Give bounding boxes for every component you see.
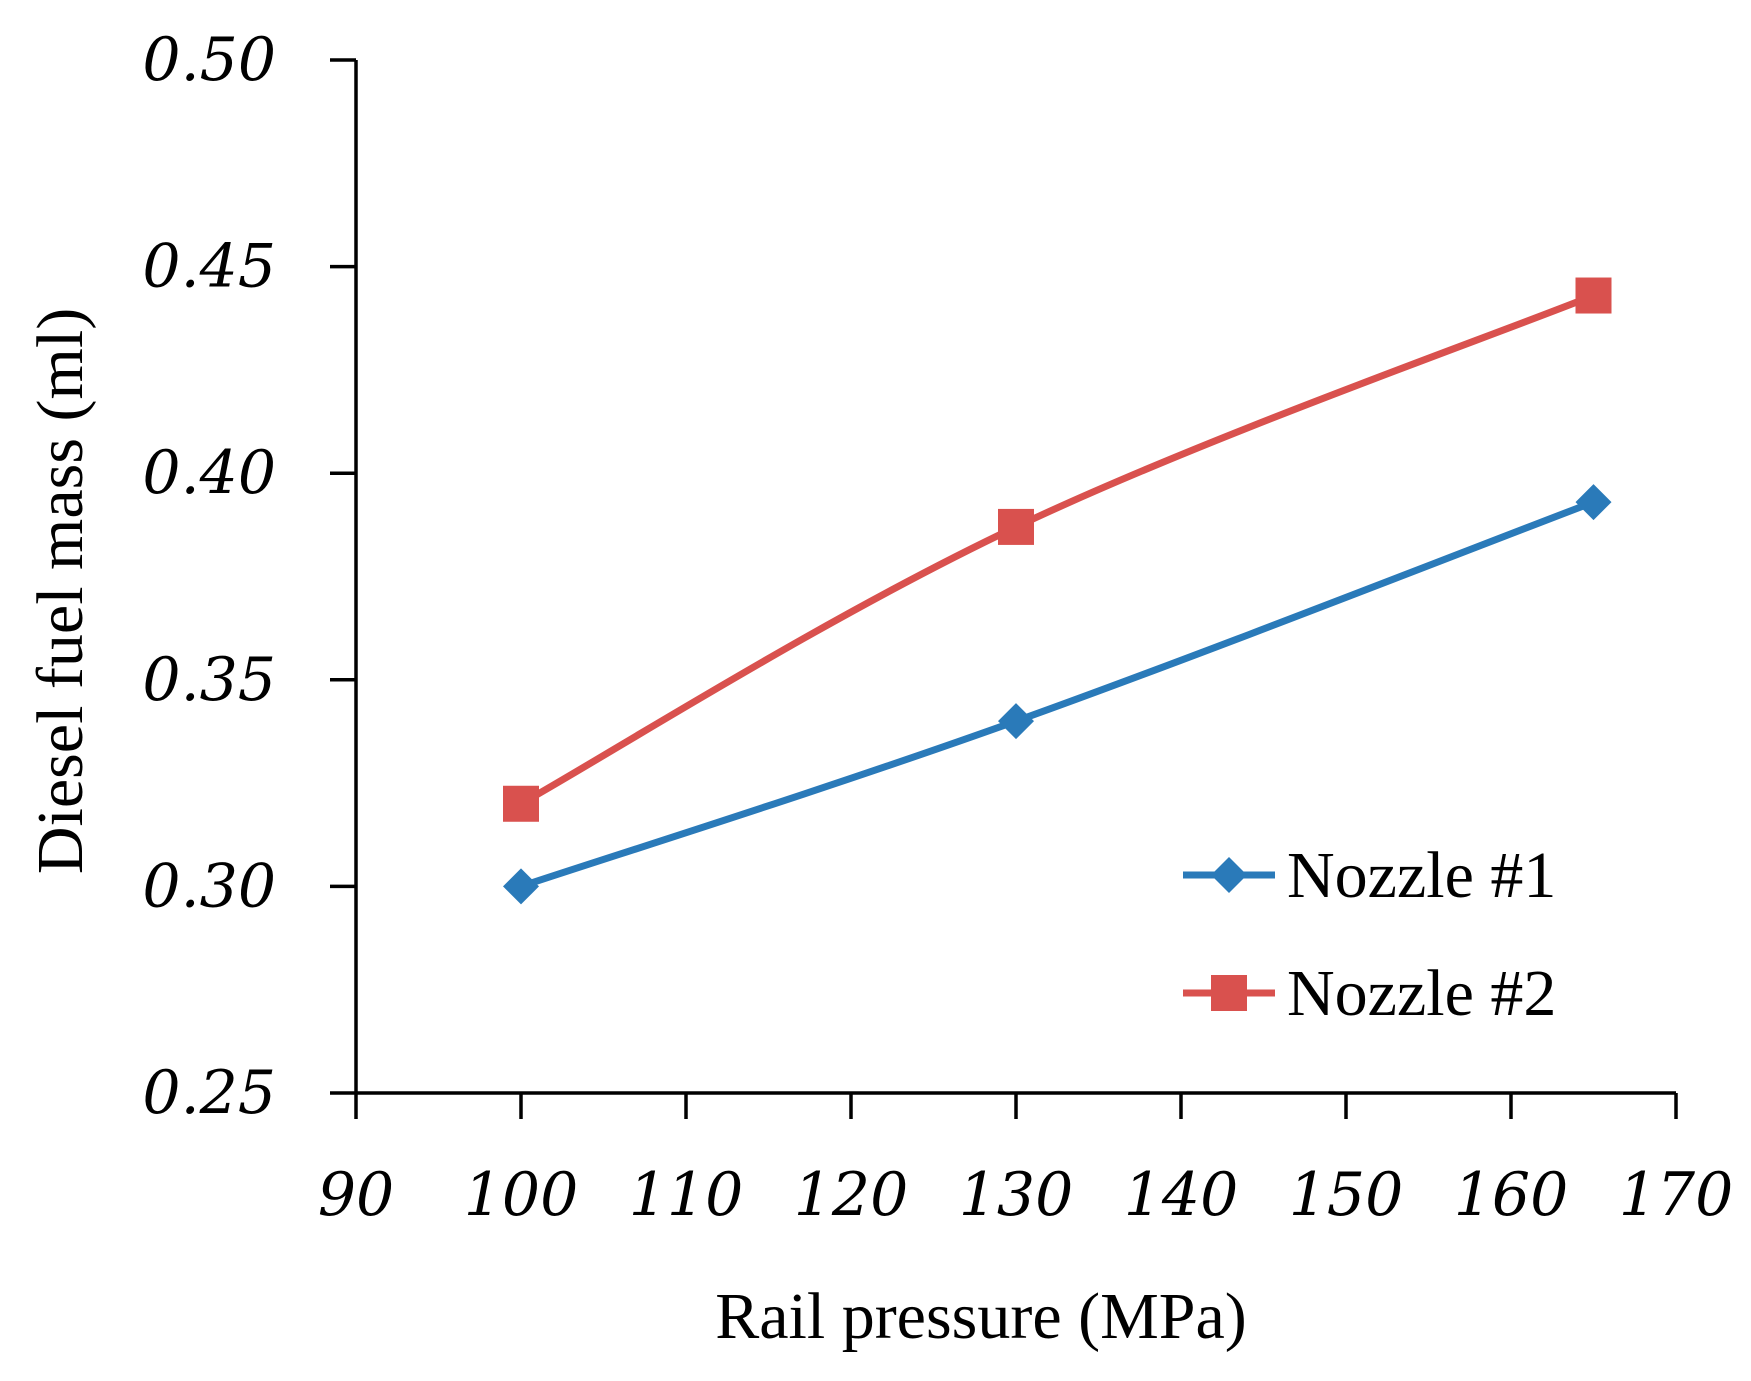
- y-tick-label: 0.35: [142, 645, 276, 715]
- legend: Nozzle #1 Nozzle #2: [1183, 839, 1556, 1030]
- y-axis-title: Diesel fuel mass (ml): [24, 308, 97, 874]
- x-tick-label: 110: [629, 1160, 744, 1230]
- legend-label: Nozzle #2: [1287, 957, 1556, 1030]
- series-1: [503, 484, 1612, 905]
- x-tick-label: 120: [794, 1160, 909, 1230]
- series-line: [517, 292, 1597, 808]
- legend-item: Nozzle #1: [1183, 839, 1556, 912]
- x-tick-label: 170: [1619, 1160, 1734, 1230]
- x-axis-title: Rail pressure (MPa): [715, 1280, 1247, 1353]
- data-point: [503, 785, 539, 822]
- data-point: [998, 703, 1034, 740]
- y-axis-ticks: 0.25 0.30 0.35 0.40 0.45 0.50: [142, 25, 356, 1128]
- x-tick-label: 150: [1289, 1160, 1404, 1230]
- series-2: [503, 277, 1612, 822]
- x-axis-ticks: 90 100 110 120 130 140 150 160 170: [318, 1093, 1733, 1230]
- legend-marker: [1211, 857, 1247, 893]
- series-layer: [503, 277, 1612, 905]
- y-tick-label: 0.25: [142, 1058, 276, 1128]
- y-tick-label: 0.50: [142, 25, 276, 95]
- legend-marker: [1211, 975, 1247, 1011]
- legend-item: Nozzle #2: [1183, 957, 1556, 1030]
- x-tick-label: 140: [1124, 1160, 1239, 1230]
- x-tick-label: 130: [959, 1160, 1074, 1230]
- data-point: [998, 508, 1034, 545]
- legend-label: Nozzle #1: [1287, 839, 1556, 912]
- x-tick-label: 90: [318, 1160, 394, 1230]
- data-point: [1575, 484, 1612, 521]
- axes: [354, 60, 1676, 1095]
- x-tick-label: 160: [1454, 1160, 1569, 1230]
- series-line: [517, 498, 1597, 890]
- y-tick-label: 0.30: [142, 851, 276, 921]
- y-tick-label: 0.40: [142, 438, 276, 508]
- x-tick-label: 100: [464, 1160, 579, 1230]
- data-point: [1575, 277, 1612, 314]
- y-tick-label: 0.45: [142, 232, 276, 302]
- data-point: [503, 868, 539, 905]
